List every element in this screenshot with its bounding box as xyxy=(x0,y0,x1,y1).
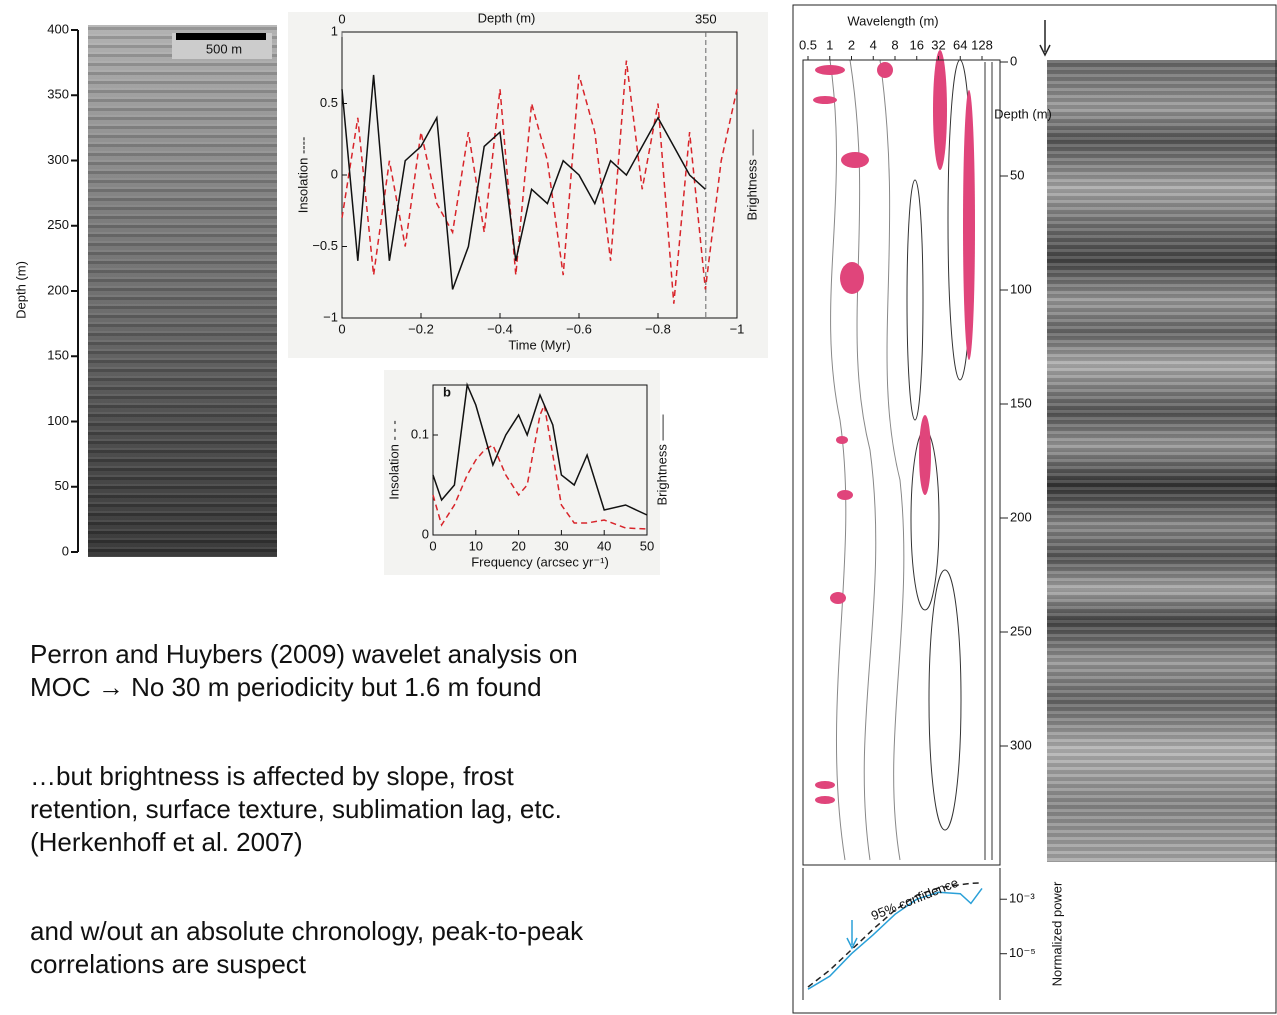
x-tick-label: 30 xyxy=(554,538,568,553)
y-tick-label: 200 xyxy=(1010,509,1032,524)
note-line: …but brightness is affected by slope, fr… xyxy=(30,761,514,791)
y-tick-label: −0.5 xyxy=(312,238,338,253)
x-tick-label: −0.6 xyxy=(566,321,592,336)
series-line xyxy=(807,882,983,988)
note-line: (Herkenhoff et al. 2007) xyxy=(30,827,303,857)
x-tick-label: 10 xyxy=(469,538,483,553)
y-axis-label: Insolation - - - xyxy=(386,420,401,499)
x-axis-label: Wavelength (m) xyxy=(847,13,938,28)
series-label: 95% confidence xyxy=(869,875,960,924)
y-tick-label: 300 xyxy=(1010,737,1032,752)
series-line xyxy=(341,74,706,290)
y-tick-label: 0 xyxy=(1010,53,1017,68)
y-tick-label: 10⁻⁵ xyxy=(1009,945,1036,960)
x-tick-label: 40 xyxy=(597,538,611,553)
x-tick-label: 50 xyxy=(640,538,654,553)
series-line xyxy=(432,402,648,530)
x-tick-label: −0.2 xyxy=(408,321,434,336)
y-tick-label: 300 xyxy=(47,152,69,167)
y-tick-label: 1 xyxy=(331,23,338,38)
x-axis-label: Frequency (arcsec yr⁻¹) xyxy=(471,554,609,569)
x-tick-label: 16 xyxy=(910,37,924,52)
y-tick-label: 100 xyxy=(1010,281,1032,296)
y-tick-label: 150 xyxy=(47,348,69,363)
series-line xyxy=(341,60,738,304)
y-tick-label: 250 xyxy=(47,217,69,232)
y-tick-label: 0 xyxy=(62,543,69,558)
y-tick-label: 100 xyxy=(47,413,69,428)
note-line: correlations are suspect xyxy=(30,949,307,979)
y-tick-label: −1 xyxy=(323,309,338,324)
x-tick-label: 0.5 xyxy=(799,37,817,52)
y-axis-label: Normalized power xyxy=(1049,881,1064,986)
y-tick-label: 50 xyxy=(55,478,69,493)
x-axis-label: Time (Myr) xyxy=(508,337,570,352)
y-tick-label: 350 xyxy=(47,87,69,102)
plot-frame xyxy=(432,384,648,536)
x2-tick-label: 0 xyxy=(338,11,345,26)
note-line: MOC → No 30 m periodicity but 1.6 m foun… xyxy=(30,672,542,702)
y-axis-label: Depth (m) xyxy=(13,261,28,319)
layer-image xyxy=(1047,60,1277,862)
series-line xyxy=(432,382,648,516)
x-tick-label: −0.4 xyxy=(487,321,513,336)
x-tick-label: 0 xyxy=(429,538,436,553)
note-line: Perron and Huybers (2009) wavelet analys… xyxy=(30,639,578,669)
scale-bar xyxy=(176,33,266,40)
x-tick-label: −1 xyxy=(730,321,745,336)
x-tick-label: −0.8 xyxy=(645,321,671,336)
note-line: retention, surface texture, sublimation … xyxy=(30,794,562,824)
y-tick-label: 0.5 xyxy=(320,95,338,110)
x-tick-label: 1 xyxy=(826,37,833,52)
x-tick-label: 8 xyxy=(891,37,898,52)
y-tick-label: 250 xyxy=(1010,623,1032,638)
y-tick-label: 0.1 xyxy=(411,426,429,441)
scale-label: 500 m xyxy=(206,41,242,56)
y-tick-label: 200 xyxy=(47,282,69,297)
y-tick-label: 400 xyxy=(47,21,69,36)
y-axis-label: Insolation ---- xyxy=(295,137,310,214)
x2-tick-label: 350 xyxy=(695,11,717,26)
figure-frame xyxy=(792,4,1277,1014)
y-tick-label: 0 xyxy=(331,166,338,181)
y-axis-label: Depth (m) xyxy=(994,106,1052,121)
x2-axis-label: Depth (m) xyxy=(478,10,536,25)
x-tick-label: 20 xyxy=(511,538,525,553)
depth-image xyxy=(88,25,277,557)
y2-axis-label: Brightness —— xyxy=(744,129,759,220)
panel-background xyxy=(288,12,768,358)
plot-frame xyxy=(802,59,1001,866)
panel-background xyxy=(384,370,660,575)
panel-label: b xyxy=(443,384,451,399)
x-tick-label: 64 xyxy=(953,37,967,52)
note-line: and w/out an absolute chronology, peak-t… xyxy=(30,916,584,946)
y-tick-label: 10⁻³ xyxy=(1009,891,1035,906)
series-line xyxy=(807,887,983,990)
y2-axis-label: Brightness —— xyxy=(654,414,669,505)
y-tick-label: 0 xyxy=(422,526,429,541)
x-tick-label: 0 xyxy=(338,321,345,336)
y-tick-label: 50 xyxy=(1010,167,1024,182)
y-tick-label: 150 xyxy=(1010,395,1032,410)
x-tick-label: 2 xyxy=(848,37,855,52)
x-tick-label: 4 xyxy=(870,37,877,52)
x-tick-label: 128 xyxy=(971,37,993,52)
arrows xyxy=(846,20,1051,950)
contour-decoration xyxy=(813,50,993,861)
x-tick-label: 32 xyxy=(931,37,945,52)
